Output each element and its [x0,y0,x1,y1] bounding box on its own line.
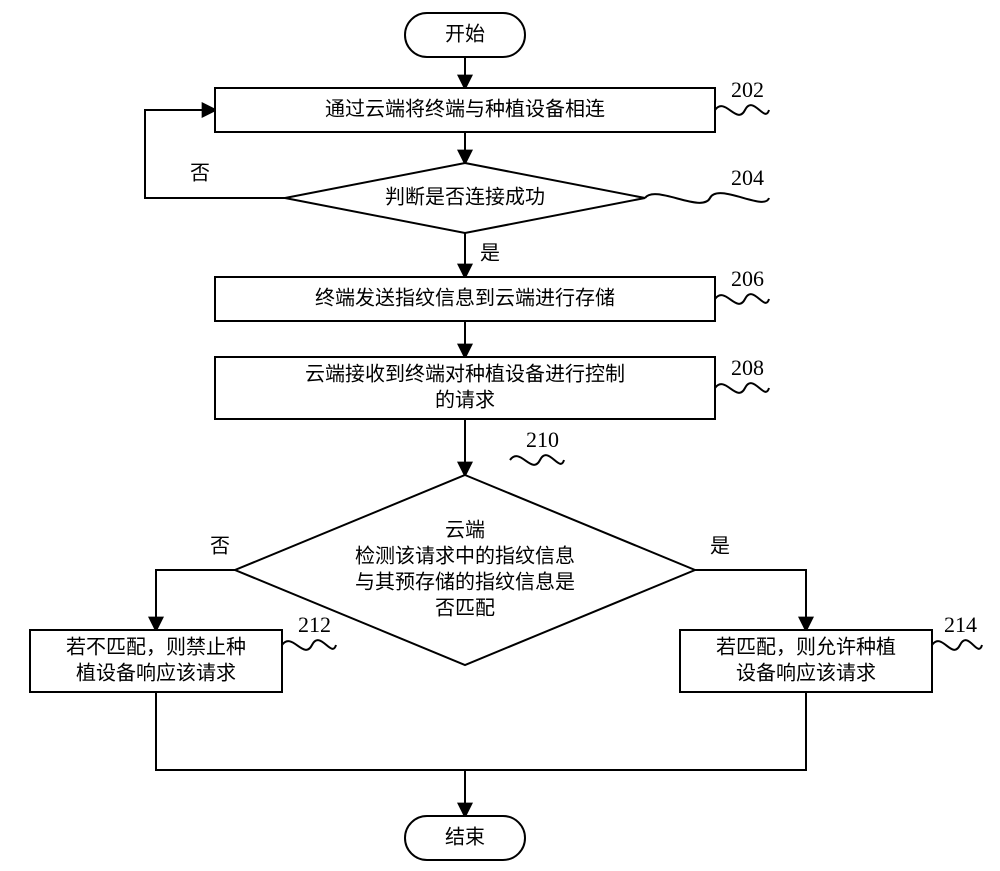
svg-text:植设备响应该请求: 植设备响应该请求 [76,662,236,685]
svg-text:云端接收到终端对种植设备进行控制: 云端接收到终端对种植设备进行控制 [305,363,625,386]
svg-text:若匹配，则允许种植: 若匹配，则允许种植 [716,636,896,659]
edge-label-e_204_206: 是 [480,243,500,265]
edge-e_214_join [465,692,806,770]
process-text-p202: 通过云端将终端与种植设备相连 [325,98,605,121]
ref-connector-p212 [282,640,336,650]
ref-label-p208: 208 [731,355,764,380]
svg-text:设备响应该请求: 设备响应该请求 [736,662,876,685]
edge-e_210_no [156,570,235,630]
process-text-p206: 终端发送指纹信息到云端进行存储 [315,287,615,310]
edge-label-e_210_yes: 是 [710,536,730,558]
ref-connector-d210 [510,455,564,465]
ref-label-p202: 202 [731,77,764,102]
svg-text:通过云端将终端与种植设备相连: 通过云端将终端与种植设备相连 [325,98,605,121]
ref-label-p212: 212 [298,612,331,637]
ref-connector-p208 [715,383,769,393]
ref-label-d204: 204 [731,165,764,190]
edge-e_212_join [156,692,465,770]
svg-text:与其预存储的指纹信息是: 与其预存储的指纹信息是 [355,571,575,594]
ref-label-p214: 214 [944,612,977,637]
ref-connector-p202 [715,105,769,115]
edge-label-e_204_no: 否 [190,163,210,185]
start-label: 开始 [445,23,485,46]
svg-text:若不匹配，则禁止种: 若不匹配，则禁止种 [66,636,246,659]
svg-text:判断是否连接成功: 判断是否连接成功 [385,186,545,209]
svg-text:的请求: 的请求 [435,389,495,412]
decision-text-d204: 判断是否连接成功 [385,186,545,209]
ref-label-d210: 210 [526,427,559,452]
ref-connector-p214 [932,640,982,650]
ref-label-p206: 206 [731,266,764,291]
end-label: 结束 [445,826,485,849]
edge-label-e_210_no: 否 [210,536,230,558]
edge-e_210_yes [695,570,806,630]
ref-connector-p206 [715,294,769,304]
ref-connector-d204 [645,193,769,203]
svg-text:否匹配: 否匹配 [435,598,495,620]
svg-text:终端发送指纹信息到云端进行存储: 终端发送指纹信息到云端进行存储 [315,287,615,310]
svg-text:检测该请求中的指纹信息: 检测该请求中的指纹信息 [355,545,575,568]
svg-text:云端: 云端 [445,519,485,542]
